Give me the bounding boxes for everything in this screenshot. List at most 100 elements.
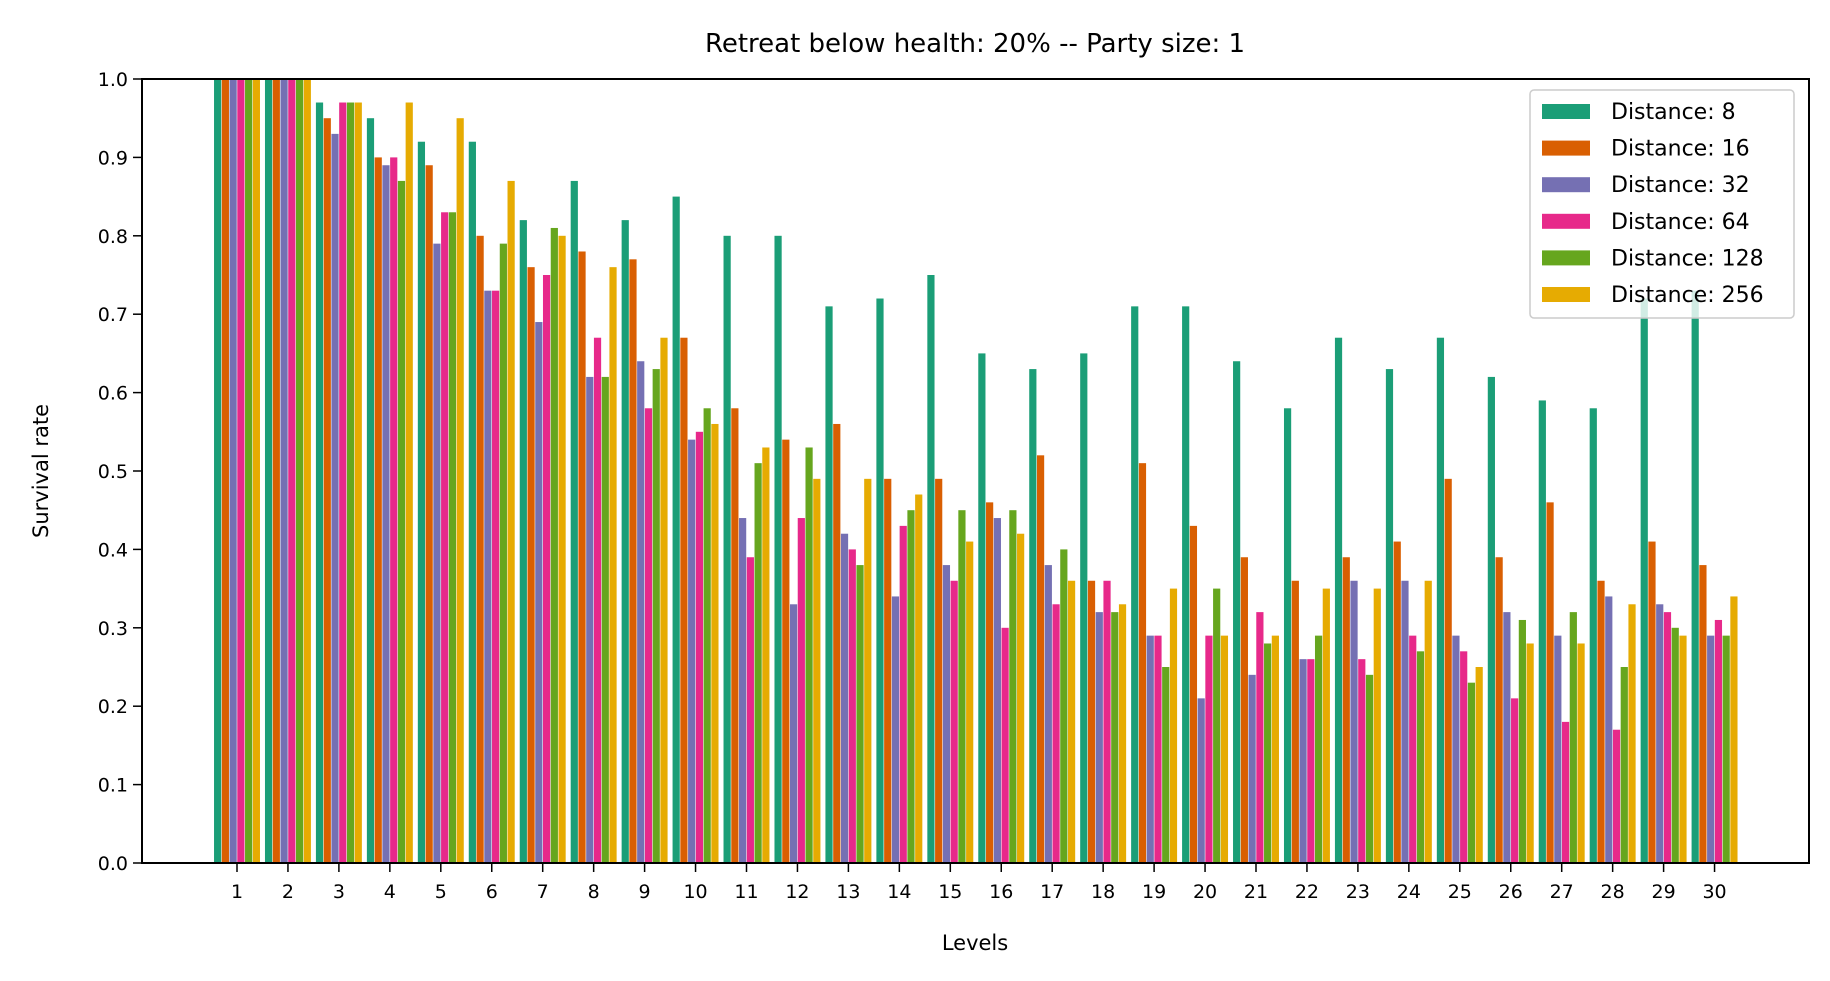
x-tick-label: 22 xyxy=(1295,881,1319,903)
bar-series6-level-9 xyxy=(660,337,668,864)
x-tick-label: 10 xyxy=(683,881,707,903)
bar-series2-level-19 xyxy=(1138,463,1147,863)
bar-series4-level-9 xyxy=(644,408,653,863)
bar-series4-level-4 xyxy=(390,157,398,863)
bar-series3-level-18 xyxy=(1095,612,1103,863)
bar-series3-level-14 xyxy=(891,596,900,863)
bar-series3-level-6 xyxy=(484,290,492,863)
y-tick-label: 0.8 xyxy=(98,226,128,248)
bar-series4-level-12 xyxy=(797,518,805,863)
bar-series4-level-19 xyxy=(1154,635,1162,863)
bar-series2-level-22 xyxy=(1291,580,1299,863)
bar-series6-level-26 xyxy=(1526,643,1534,863)
x-tick-label: 9 xyxy=(639,881,651,903)
bar-series3-level-26 xyxy=(1503,612,1511,863)
bar-series4-level-25 xyxy=(1460,651,1468,863)
bar-series5-level-5 xyxy=(448,212,457,863)
bar-series2-level-10 xyxy=(680,337,688,864)
bar-series3-level-13 xyxy=(840,533,849,863)
bar-series5-level-16 xyxy=(1009,510,1017,863)
bar-series6-level-3 xyxy=(354,102,362,863)
bar-series1-level-3 xyxy=(315,102,324,863)
bar-series6-level-10 xyxy=(711,423,719,863)
bar-series5-level-4 xyxy=(397,180,406,864)
bar-series1-level-30 xyxy=(1691,290,1699,863)
bar-series4-level-15 xyxy=(950,580,958,863)
y-tick-label: 0.9 xyxy=(98,147,128,169)
bar-series5-level-8 xyxy=(601,376,609,863)
bar-series3-level-2 xyxy=(280,79,288,863)
bar-series1-level-16 xyxy=(978,353,986,863)
series-2 xyxy=(221,79,1707,864)
bar-series4-level-11 xyxy=(746,557,754,863)
x-tick-label: 8 xyxy=(588,881,600,903)
x-tick-label: 12 xyxy=(785,881,809,903)
bar-series3-level-7 xyxy=(535,322,543,863)
bar-series2-level-25 xyxy=(1444,478,1452,863)
x-tick-label: 6 xyxy=(486,881,498,903)
bar-series4-level-27 xyxy=(1561,721,1570,863)
bar-series4-level-5 xyxy=(441,212,449,863)
x-tick-label: 18 xyxy=(1091,881,1115,903)
bar-series2-level-13 xyxy=(833,423,841,863)
bar-series5-level-21 xyxy=(1264,643,1272,863)
bar-series6-level-14 xyxy=(915,494,923,863)
bar-series5-level-27 xyxy=(1569,612,1577,863)
series-1 xyxy=(214,79,1699,864)
bar-series1-level-17 xyxy=(1029,369,1037,863)
bar-series1-level-15 xyxy=(927,275,935,863)
y-tick-label: 0.2 xyxy=(98,696,128,718)
bar-series4-level-1 xyxy=(237,79,245,863)
bar-series1-level-12 xyxy=(774,235,782,864)
y-tick-label: 0.4 xyxy=(98,539,128,561)
bar-series5-level-25 xyxy=(1467,682,1476,863)
x-tick-label: 5 xyxy=(435,881,447,903)
bar-series6-level-8 xyxy=(609,267,617,863)
bar-series5-level-30 xyxy=(1722,635,1730,863)
bar-series1-level-4 xyxy=(366,118,375,863)
bar-series6-level-19 xyxy=(1169,588,1178,863)
bar-series5-level-18 xyxy=(1111,612,1119,863)
bar-series4-level-24 xyxy=(1409,635,1417,863)
bar-series6-level-7 xyxy=(558,235,566,864)
x-tick-label: 24 xyxy=(1397,881,1421,903)
bar-series4-level-8 xyxy=(593,337,602,864)
bar-series3-level-28 xyxy=(1605,596,1613,863)
bar-series6-level-5 xyxy=(456,118,464,863)
bar-series3-level-9 xyxy=(637,361,645,863)
y-axis-ticks: 0.0 0.1 0.2 0.3 0.4 0.5 0.6 0.7 0.8 0.9 1.0 xyxy=(98,69,142,875)
legend-box xyxy=(1529,89,1795,319)
bar-series6-level-30 xyxy=(1730,596,1738,863)
bar-series3-level-1 xyxy=(229,79,237,863)
bar-series3-level-11 xyxy=(739,518,747,863)
bar-series1-level-8 xyxy=(570,180,578,864)
bar-series6-level-16 xyxy=(1017,533,1025,863)
bar-series2-level-21 xyxy=(1240,557,1248,863)
bar-series1-level-18 xyxy=(1080,353,1088,863)
bar-series5-level-22 xyxy=(1314,635,1323,863)
bar-series5-level-19 xyxy=(1162,667,1170,863)
bar-series2-level-11 xyxy=(731,408,739,863)
bar-series3-level-27 xyxy=(1554,635,1562,863)
x-tick-label: 13 xyxy=(836,881,860,903)
bar-series4-level-16 xyxy=(1001,627,1009,863)
bar-series4-level-26 xyxy=(1511,698,1519,863)
bar-series1-level-20 xyxy=(1182,306,1190,863)
bar-series4-level-28 xyxy=(1612,729,1621,863)
bar-series2-level-8 xyxy=(578,251,586,864)
bar-series1-level-1 xyxy=(214,79,222,863)
x-tick-label: 2 xyxy=(282,881,294,903)
bar-series6-level-2 xyxy=(303,79,311,863)
bar-series1-level-14 xyxy=(876,298,884,863)
legend-label-3: Distance: 32 xyxy=(1611,173,1750,198)
bar-series2-level-2 xyxy=(272,79,280,863)
bar-series5-level-15 xyxy=(958,510,966,863)
bar-series4-level-29 xyxy=(1663,612,1672,863)
bar-series6-level-1 xyxy=(252,79,260,863)
bar-series2-level-17 xyxy=(1036,455,1045,863)
bar-series1-level-24 xyxy=(1385,369,1394,863)
x-tick-label: 20 xyxy=(1193,881,1217,903)
bar-series6-level-15 xyxy=(966,541,974,863)
bar-series5-level-11 xyxy=(754,463,762,863)
x-tick-label: 3 xyxy=(333,881,345,903)
